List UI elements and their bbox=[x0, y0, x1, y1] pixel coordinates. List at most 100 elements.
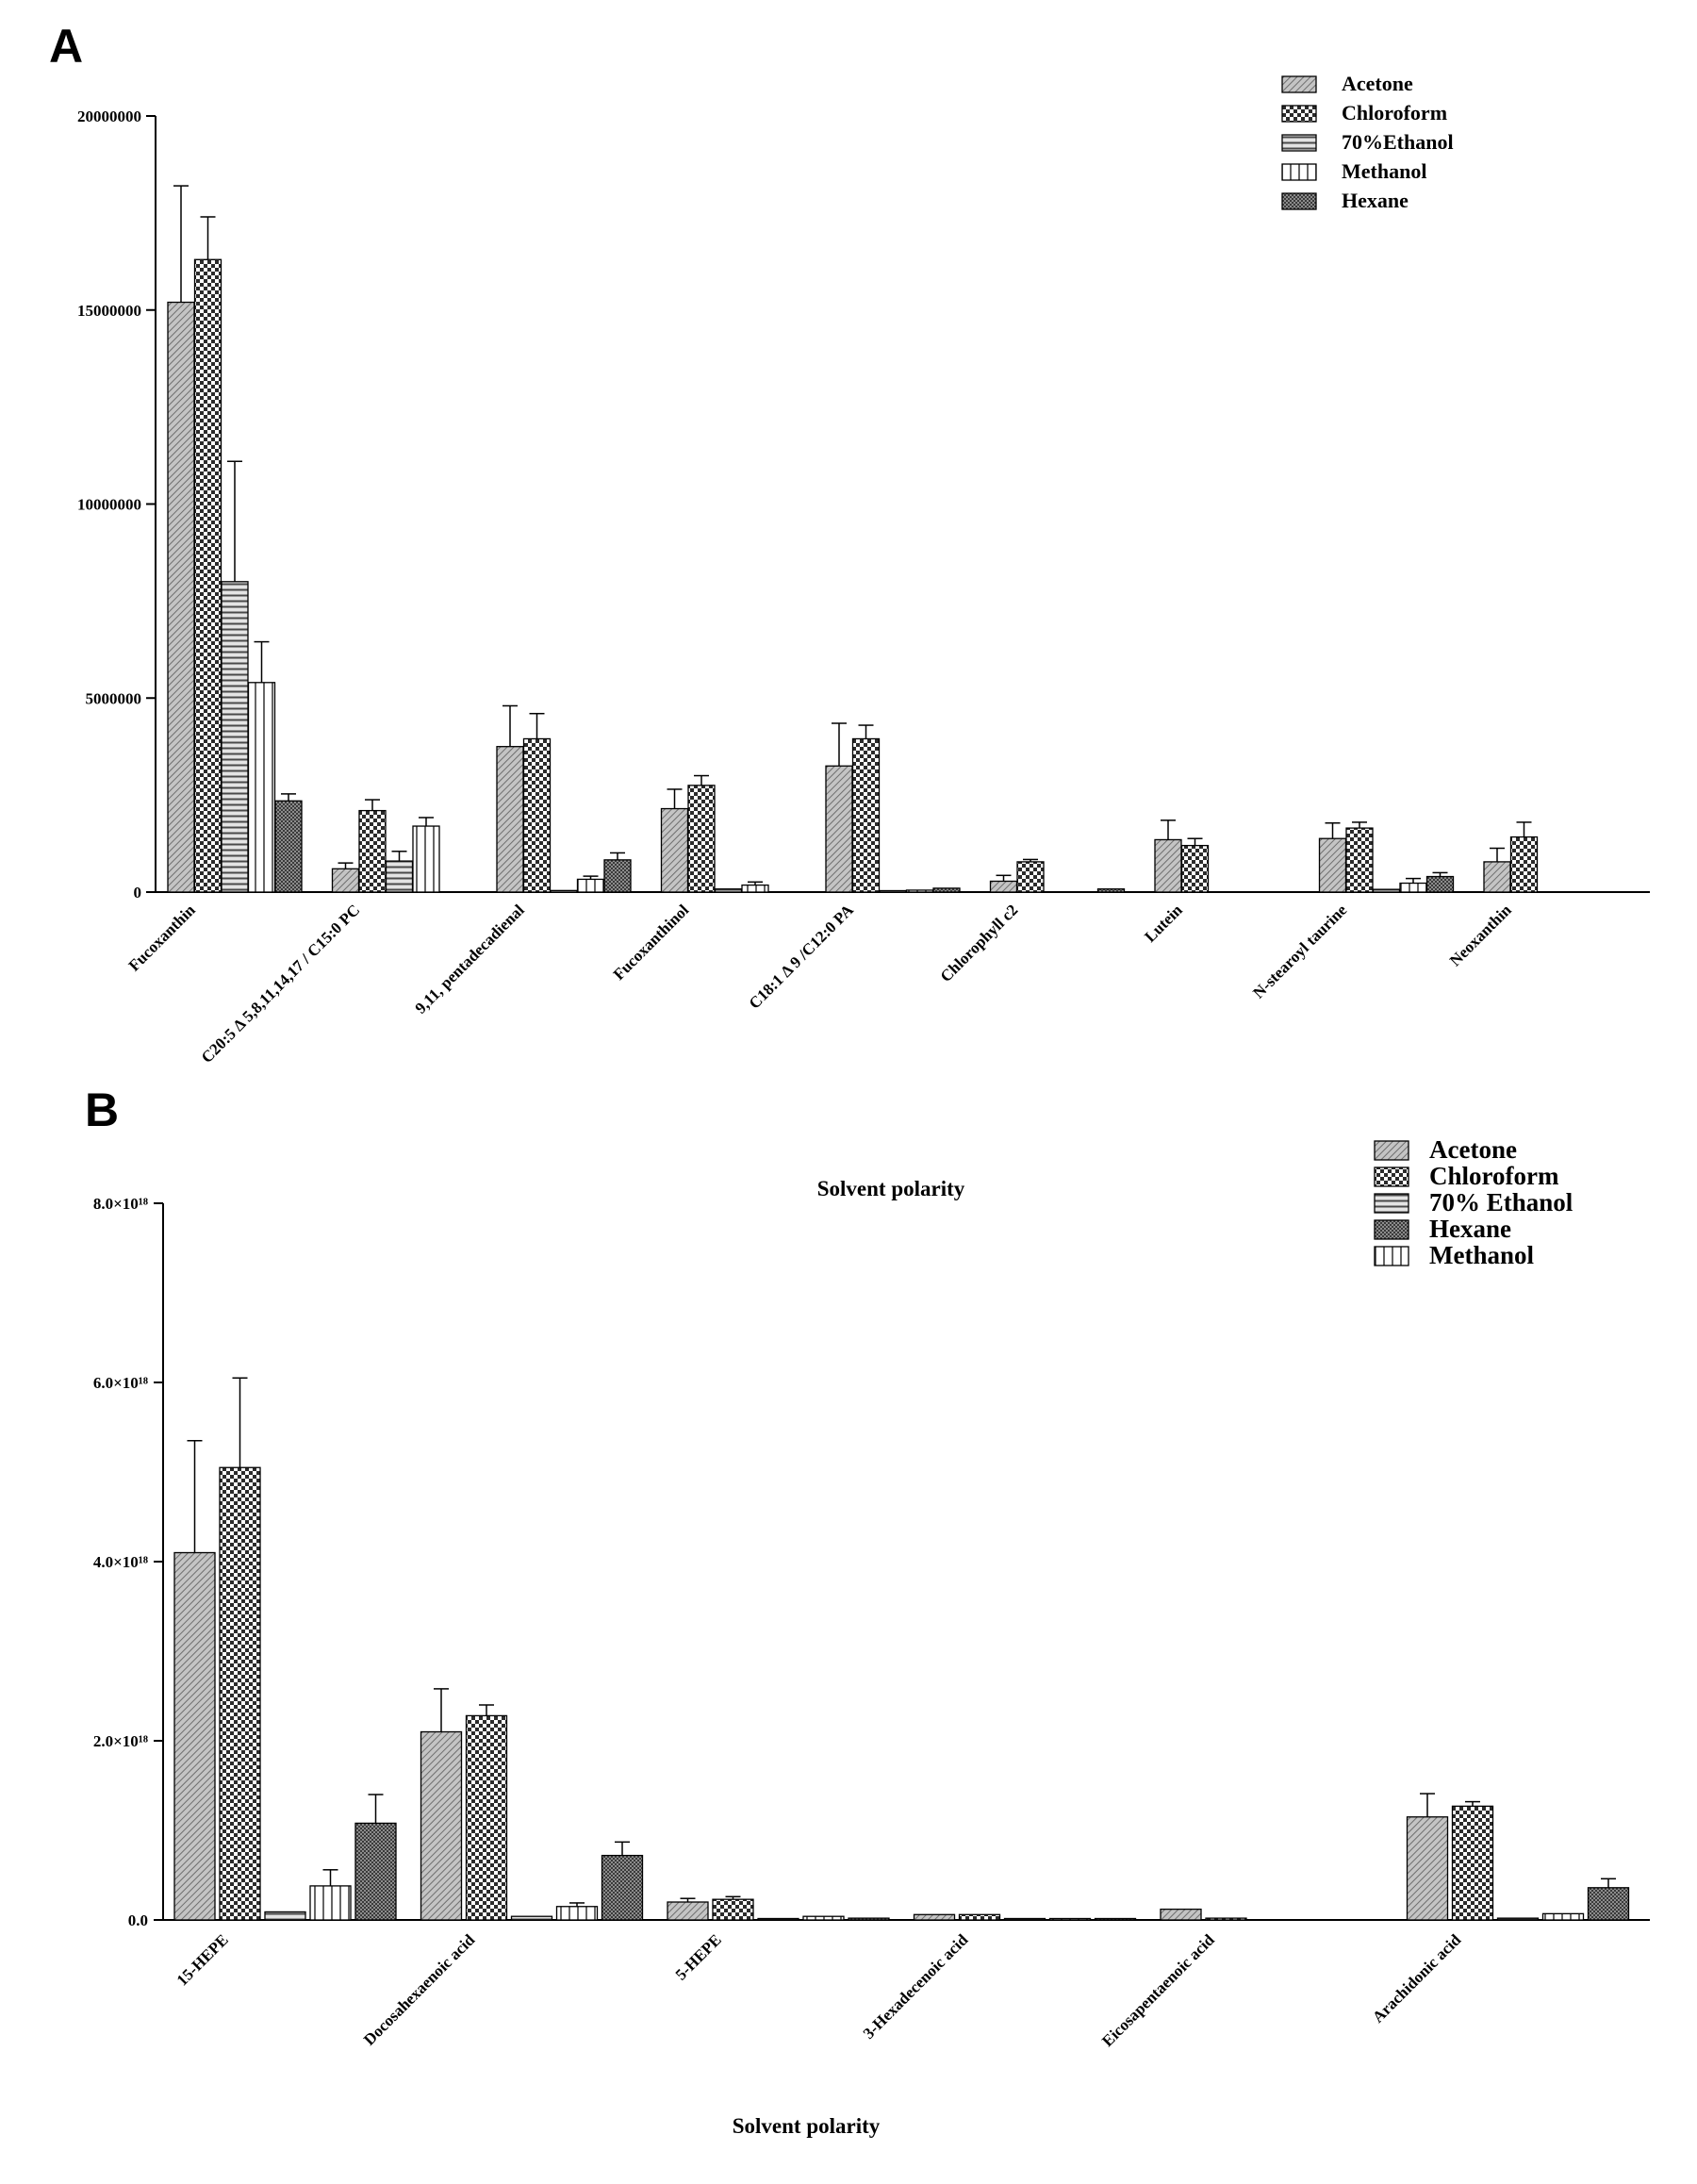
bar-70-ethanol-fucoxanthin bbox=[221, 581, 249, 893]
bar-acetone-n-stearoyl-taurine bbox=[1318, 837, 1347, 893]
error-bar-acetone-chlorophyll-c2 bbox=[996, 874, 1012, 882]
y-tick-label: 0 bbox=[134, 884, 142, 902]
error-bar-chloroform-9-11-pentadecadienal bbox=[529, 712, 545, 739]
bar-hexane-docosahexaenoic-acid bbox=[601, 1854, 644, 1921]
category-label-lutein: Lutein bbox=[1141, 901, 1186, 946]
error-bar-methanol-fucoxanthinol bbox=[748, 881, 763, 885]
y-tick-label: 6.0×10¹⁸ bbox=[93, 1374, 148, 1392]
error-bar-hexane-n-stearoyl-taurine bbox=[1432, 871, 1448, 877]
legend-item-70-ethanol: 70% Ethanol bbox=[1374, 1188, 1573, 1216]
bar-acetone-fucoxanthin bbox=[167, 301, 195, 893]
bar-methanol-c20-5-5-8-11-14-17-c15-0-pc bbox=[412, 825, 440, 893]
legend-swatch bbox=[1374, 1140, 1409, 1161]
panel-a-letter: A bbox=[49, 20, 83, 73]
category-label-neoxanthin: Neoxanthin bbox=[1446, 901, 1515, 969]
error-bar-methanol-fucoxanthin bbox=[254, 640, 270, 683]
y-tick-label: 20000000 bbox=[77, 108, 141, 125]
panel-b-letter: B bbox=[85, 1084, 119, 1136]
legend-item-methanol: Methanol bbox=[1374, 1241, 1534, 1269]
bar-acetone-c20-5-5-8-11-14-17-c15-0-pc bbox=[331, 868, 360, 893]
bar-hexane-n-stearoyl-taurine bbox=[1425, 875, 1455, 893]
category-label-c20-5-5-8-11-14-17-c15-0-pc: C20:5 Δ 5,8,11,14,17 / C15:0 PC bbox=[198, 901, 364, 1067]
bar-acetone-arachidonic-acid bbox=[1406, 1816, 1449, 1921]
bar-methanol-3-hexadecenoic-acid bbox=[1048, 1917, 1092, 1921]
legend-item-chloroform: Chloroform bbox=[1374, 1162, 1559, 1190]
bar-chloroform-fucoxanthin bbox=[193, 258, 222, 893]
category-label-docosahexaenoic-acid: Docosahexaenoic acid bbox=[360, 1930, 479, 2049]
bar-chloroform-arachidonic-acid bbox=[1451, 1805, 1494, 1921]
y-tick-label: 0.0 bbox=[128, 1911, 148, 1929]
bar-70-ethanol-9-11-pentadecadienal bbox=[550, 889, 578, 893]
error-bar-methanol-15-hepe bbox=[322, 1869, 338, 1886]
error-bar-hexane-docosahexaenoic-acid bbox=[615, 1841, 630, 1856]
bar-acetone-c18-1-9-c12-0-pa bbox=[825, 765, 853, 893]
category-label-3-hexadecenoic-acid: 3-Hexadecenoic acid bbox=[860, 1930, 972, 2043]
bar-chloroform-c18-1-9-c12-0-pa bbox=[851, 737, 881, 893]
bar-methanol-9-11-pentadecadienal bbox=[576, 878, 605, 893]
bar-methanol-15-hepe bbox=[309, 1885, 352, 1921]
bar-acetone-fucoxanthinol bbox=[660, 807, 689, 893]
panel-a-legend: Acetone Chloroform 70%Ethanol Methanol Hexa… bbox=[1281, 72, 1454, 212]
error-bar-acetone-docosahexaenoic-acid bbox=[434, 1688, 449, 1732]
bar-70-ethanol-n-stearoyl-taurine bbox=[1372, 888, 1401, 893]
panel-b-x-axis-title: Solvent polarity bbox=[733, 2114, 881, 2138]
legend-item-hexane: Hexane bbox=[1374, 1215, 1511, 1243]
legend-item-acetone: Acetone bbox=[1374, 1135, 1517, 1164]
bar-70-ethanol-c18-1-9-c12-0-pa bbox=[879, 889, 907, 893]
error-bar-chloroform-c18-1-9-c12-0-pa bbox=[858, 724, 874, 739]
panel-a: A 0 5000000 10000000 15000000 20000000 Fucox… bbox=[49, 20, 1650, 1200]
bar-hexane-fucoxanthin bbox=[274, 800, 303, 893]
y-tick-label: 8.0×10¹⁸ bbox=[93, 1195, 148, 1213]
category-label-9-11-pentadecadienal: 9,11, pentadecadienal bbox=[412, 901, 528, 1017]
error-bar-acetone-c20-5-5-8-11-14-17-c15-0-pc bbox=[338, 862, 354, 869]
error-bar-chloroform-arachidonic-acid bbox=[1465, 1800, 1480, 1807]
error-bar-acetone-5-hepe bbox=[680, 1897, 696, 1902]
bar-chloroform-neoxanthin bbox=[1509, 836, 1539, 893]
legend-swatch bbox=[1281, 105, 1317, 123]
legend-label: 70%Ethanol bbox=[1342, 130, 1454, 154]
error-bar-chloroform-fucoxanthin bbox=[200, 216, 216, 260]
category-label-chlorophyll-c2: Chlorophyll c2 bbox=[937, 901, 1022, 985]
legend-swatch bbox=[1374, 1193, 1409, 1214]
legend-label: Acetone bbox=[1342, 72, 1413, 95]
error-bar-chloroform-n-stearoyl-taurine bbox=[1352, 821, 1367, 829]
bar-70-ethanol-fucoxanthinol bbox=[714, 888, 743, 893]
bar-acetone-docosahexaenoic-acid bbox=[420, 1730, 463, 1921]
bar-hexane-15-hepe bbox=[354, 1822, 397, 1921]
legend-swatch bbox=[1281, 192, 1317, 210]
error-bar-methanol-c20-5-5-8-11-14-17-c15-0-pc bbox=[419, 817, 434, 827]
legend-item-hexane: Hexane bbox=[1281, 189, 1409, 212]
bar-acetone-chlorophyll-c2 bbox=[989, 880, 1018, 893]
legend-swatch bbox=[1374, 1166, 1409, 1187]
error-bar-chloroform-chlorophyll-c2 bbox=[1023, 858, 1038, 862]
error-bar-hexane-fucoxanthin bbox=[281, 793, 296, 802]
bar-chloroform-docosahexaenoic-acid bbox=[465, 1714, 508, 1921]
legend-item-methanol: Methanol bbox=[1281, 159, 1426, 183]
category-label-5-hepe: 5-HEPE bbox=[672, 1930, 725, 1983]
bar-hexane-3-hexadecenoic-acid bbox=[1094, 1917, 1137, 1921]
bar-methanol-c18-1-9-c12-0-pa bbox=[905, 889, 934, 893]
error-bar-hexane-15-hepe bbox=[368, 1794, 384, 1824]
bar-methanol-arachidonic-acid bbox=[1541, 1912, 1585, 1921]
error-bar-acetone-lutein bbox=[1161, 819, 1176, 840]
error-bar-methanol-docosahexaenoic-acid bbox=[569, 1902, 585, 1907]
bar-chloroform-fucoxanthinol bbox=[687, 785, 716, 893]
panel-b: B 0.0 2.0×10¹⁸ 4.0×10¹⁸ 6.0×10¹⁸ 8.0×10¹⁸ 15… bbox=[85, 1084, 1650, 2138]
bar-hexane-5-hepe bbox=[848, 1917, 890, 1921]
category-label-n-stearoyl-taurine: N-stearoyl taurine bbox=[1249, 901, 1350, 1001]
error-bar-hexane-9-11-pentadecadienal bbox=[610, 852, 625, 860]
category-label-15-hepe: 15-HEPE bbox=[173, 1930, 232, 1989]
bar-methanol-n-stearoyl-taurine bbox=[1399, 882, 1427, 893]
bar-70-ethanol-docosahexaenoic-acid bbox=[510, 1915, 553, 1921]
error-bar-70-ethanol-c20-5-5-8-11-14-17-c15-0-pc bbox=[391, 851, 407, 862]
y-tick-label: 10000000 bbox=[77, 496, 141, 514]
error-bar-chloroform-neoxanthin bbox=[1516, 821, 1532, 837]
error-bar-acetone-15-hepe bbox=[187, 1440, 203, 1553]
legend-swatch bbox=[1281, 134, 1317, 152]
bar-hexane-9-11-pentadecadienal bbox=[603, 859, 632, 893]
bar-70-ethanol-5-hepe bbox=[757, 1917, 799, 1921]
error-bar-acetone-n-stearoyl-taurine bbox=[1325, 822, 1341, 839]
bar-hexane-chlorophyll-c2 bbox=[1096, 888, 1126, 893]
